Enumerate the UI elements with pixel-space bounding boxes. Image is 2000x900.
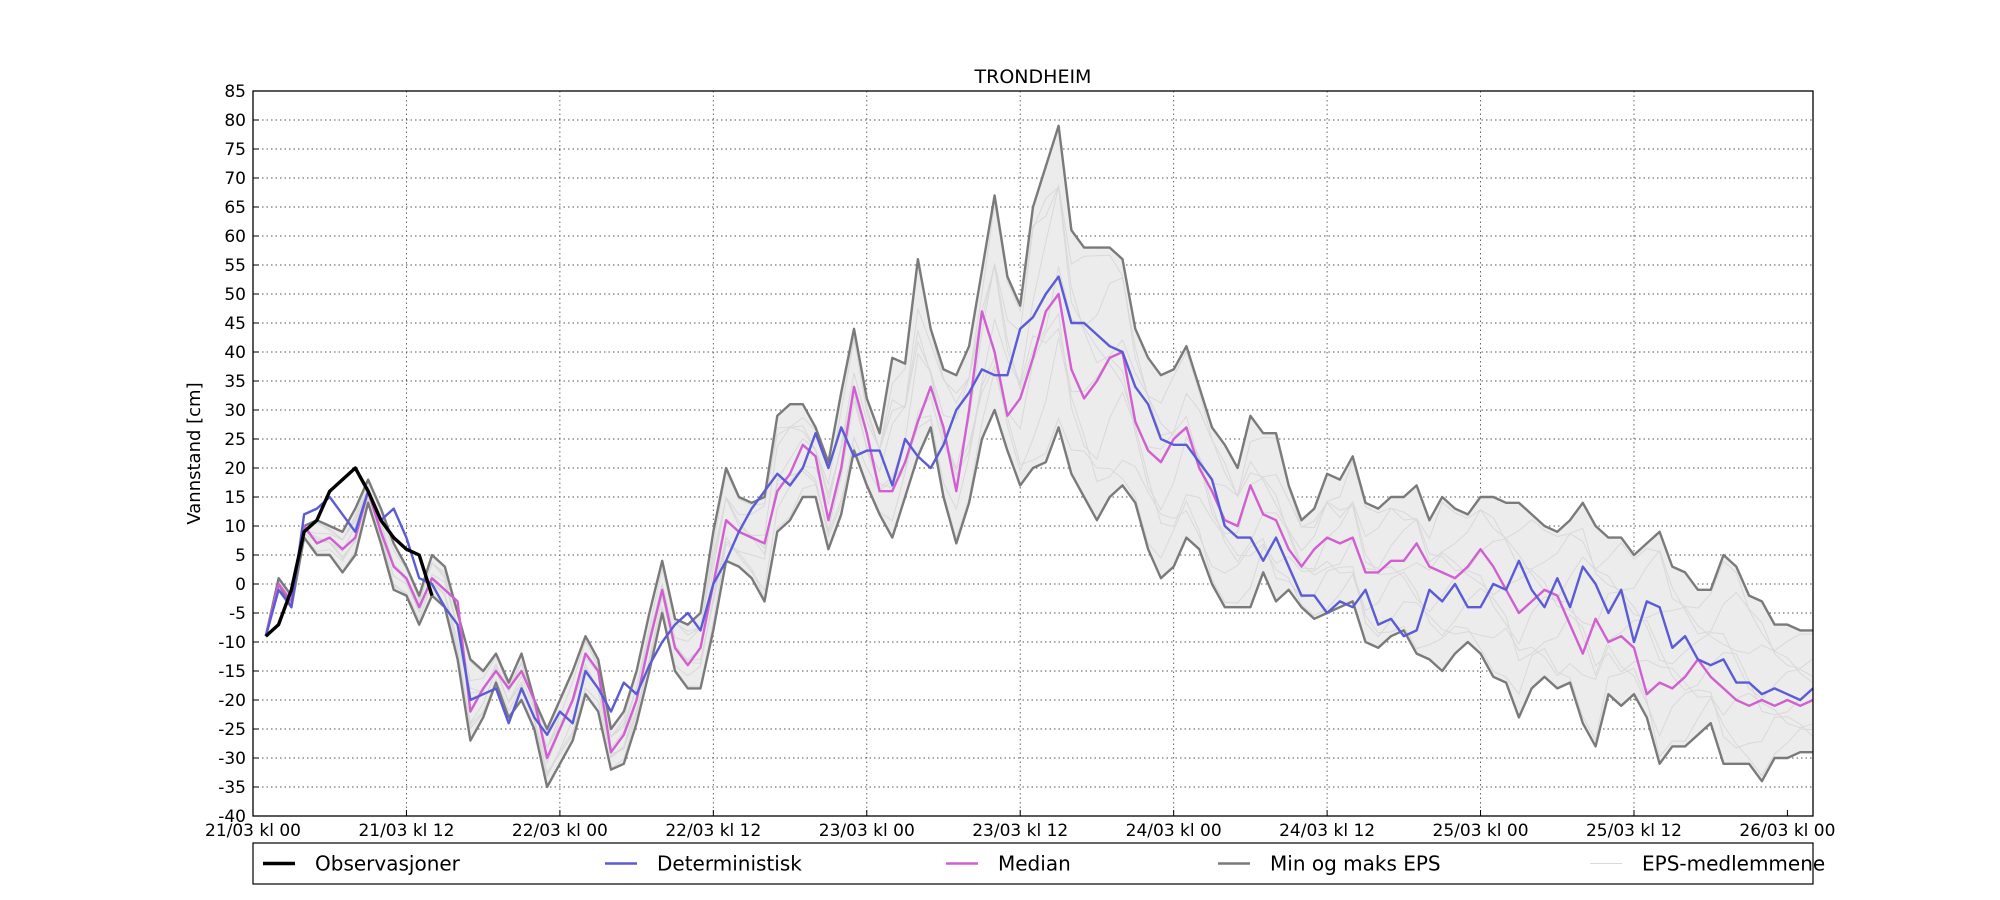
chart-title: TRONDHEIM [974, 66, 1092, 88]
y-tick-label: 40 [224, 343, 246, 363]
y-tick-label: 30 [224, 401, 246, 421]
eps-member-line [265, 264, 1814, 750]
y-tick-label: -15 [218, 662, 246, 682]
y-tick-label: -30 [218, 749, 246, 769]
x-tick-label: 23/03 kl 00 [819, 821, 915, 841]
x-tick-label: 23/03 kl 12 [972, 821, 1068, 841]
x-tick-label: 22/03 kl 12 [665, 821, 761, 841]
y-tick-label: -40 [218, 807, 246, 827]
y-tick-label: 10 [224, 517, 246, 537]
series-line-observations [264, 466, 434, 638]
y-tick-label: 0 [235, 575, 246, 595]
series [264, 124, 1814, 789]
y-tick-label: -20 [218, 691, 246, 711]
y-tick-label: 25 [224, 430, 246, 450]
series-line-deterministic [264, 275, 1814, 736]
y-tick-label: -10 [218, 633, 246, 653]
y-tick-label: 75 [224, 140, 246, 160]
x-tick-label: 25/03 kl 00 [1433, 821, 1529, 841]
y-tick-label: 15 [224, 488, 246, 508]
x-tick-label: 24/03 kl 00 [1126, 821, 1222, 841]
legend-label: Observasjoner [315, 852, 461, 876]
y-tick-label: 85 [224, 82, 246, 102]
y-tick-label: 45 [224, 314, 246, 334]
y-tick-label: -5 [229, 604, 246, 624]
y-tick-label: 20 [224, 459, 246, 479]
eps-band [265, 125, 1814, 788]
y-tick-label: 70 [224, 169, 246, 189]
series-line-eps-min [264, 408, 1813, 789]
x-axis: 21/03 kl 00 21/03 kl 12 22/03 kl 00 22/03 k… [205, 810, 1835, 841]
y-tick-label: 50 [224, 285, 246, 305]
x-tick-label: 22/03 kl 00 [512, 821, 608, 841]
x-tick-label: 21/03 kl 12 [358, 821, 454, 841]
y-axis: -40 -35 -30 -25 -20 -15 -10 -5 0 5 10 15 20 25 30 35 40 4… [218, 82, 259, 827]
plot-frame [252, 90, 1814, 817]
series-line-eps-max [264, 124, 1813, 731]
y-tick-label: 5 [235, 546, 246, 566]
series-line-median [264, 292, 1814, 760]
x-tick-label: 25/03 kl 12 [1586, 821, 1682, 841]
y-tick-label: 55 [224, 256, 246, 276]
y-tick-label: -35 [218, 778, 246, 798]
y-tick-label: 35 [224, 372, 246, 392]
legend-label: Median [998, 852, 1071, 876]
legend: Observasjoner Deterministisk Median Min og … [252, 842, 1825, 885]
legend-box [252, 842, 1814, 885]
y-tick-label: 80 [224, 111, 246, 131]
x-tick-label: 21/03 kl 00 [205, 821, 301, 841]
eps-member-line [265, 312, 1814, 777]
y-tick-label: 65 [224, 198, 246, 218]
y-axis-label: Vannstand [cm] [184, 382, 205, 524]
y-tick-label: 60 [224, 227, 246, 247]
x-tick-label: 24/03 kl 12 [1279, 821, 1375, 841]
eps-member-line [265, 183, 1813, 739]
y-tick-label: -25 [218, 720, 246, 740]
legend-label: EPS-medlemmene [1642, 852, 1825, 876]
legend-label: Deterministisk [657, 852, 802, 876]
legend-label: Min og maks EPS [1270, 852, 1441, 876]
x-tick-label: 26/03 kl 00 [1739, 821, 1835, 841]
